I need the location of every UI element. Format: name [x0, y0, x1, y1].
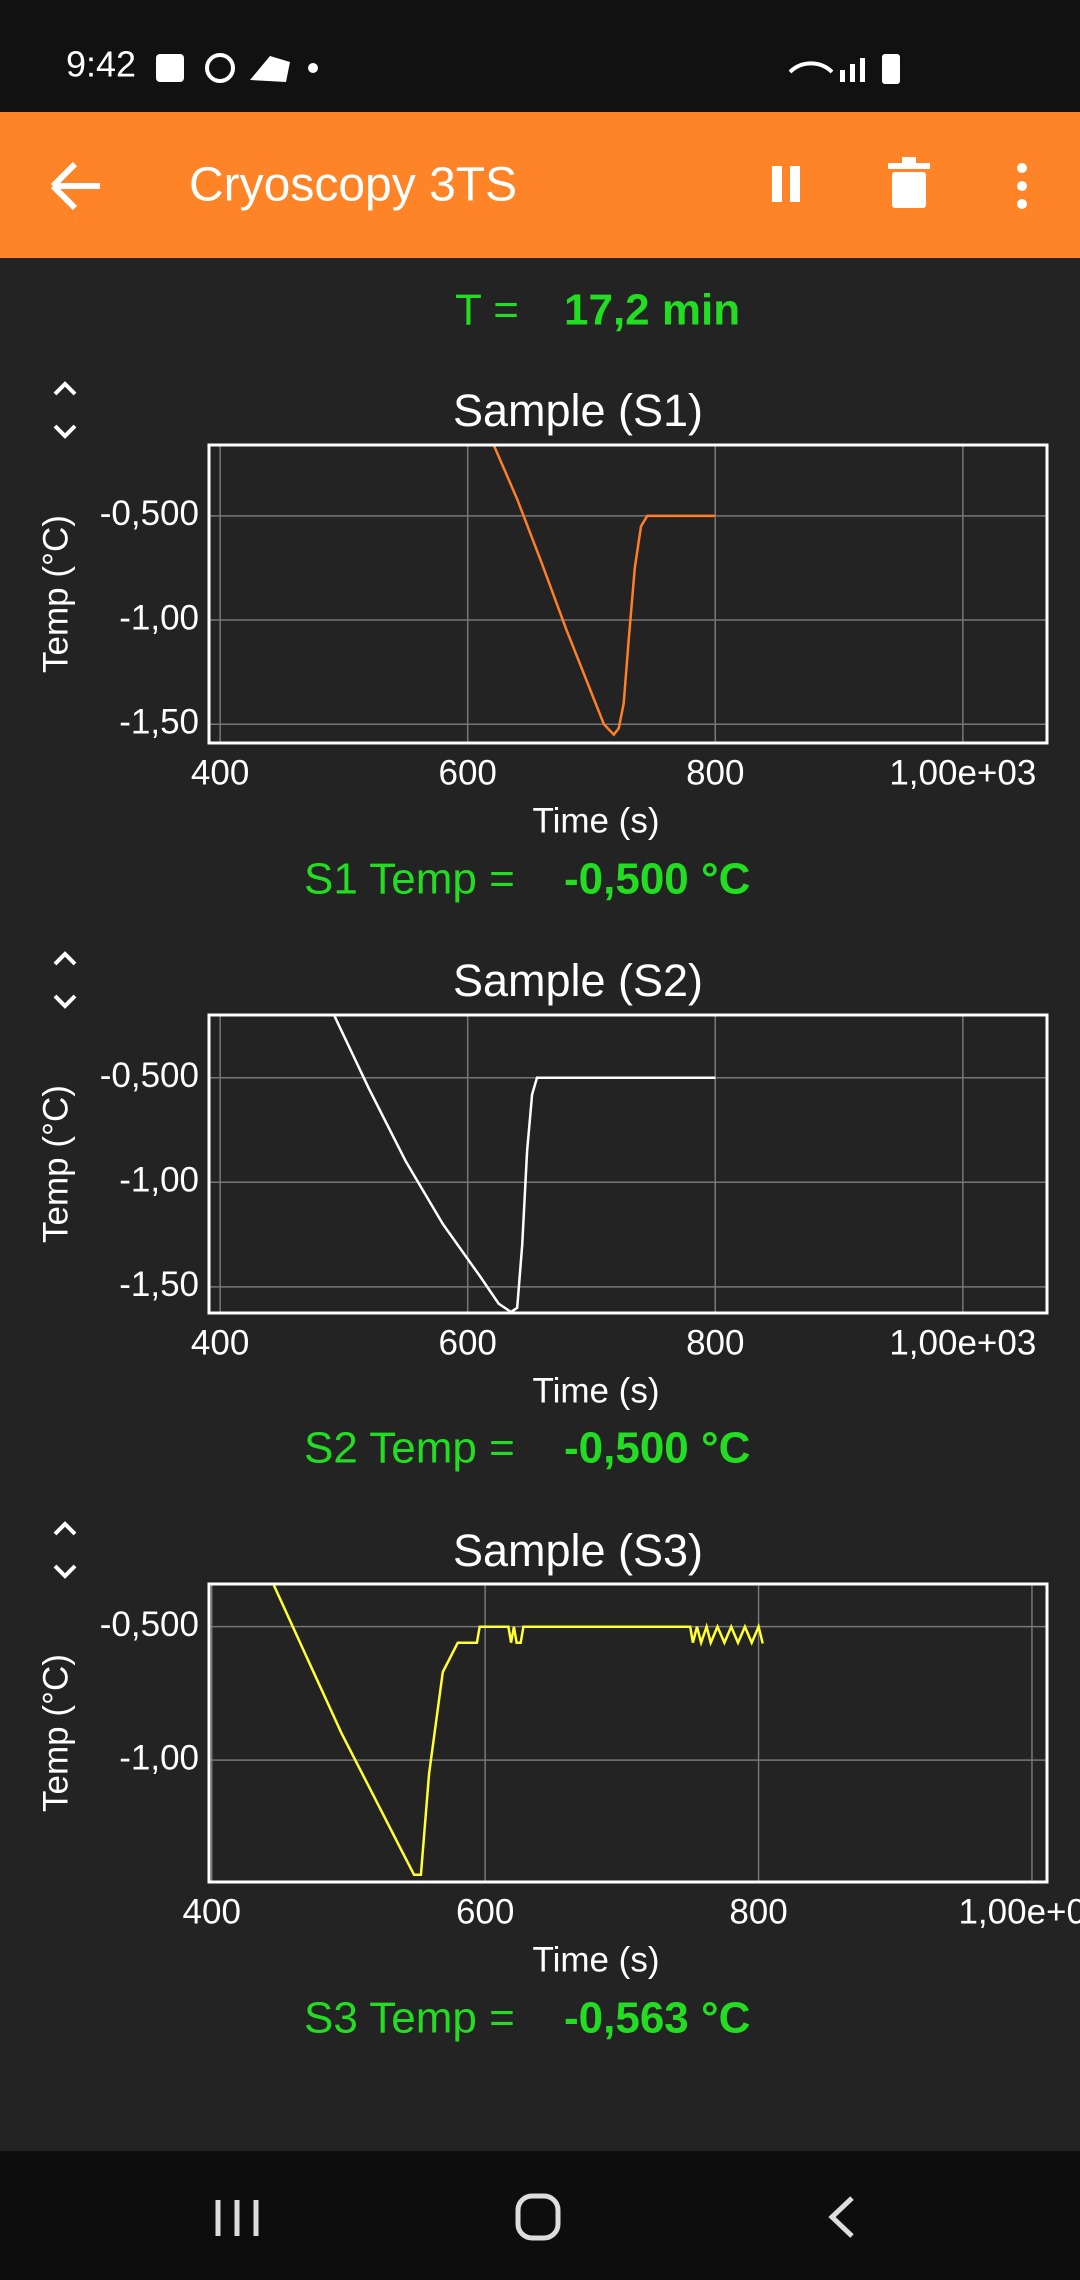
- y-tick-label: -0,500: [100, 494, 199, 533]
- collapse-toggle[interactable]: [53, 1521, 77, 1579]
- timer-label: T =: [455, 286, 519, 335]
- readout-label: S1 Temp =: [304, 855, 515, 904]
- app-title: Cryoscopy 3TS: [189, 159, 517, 212]
- chart-title: Sample (S2): [453, 955, 703, 1006]
- readout-value: -0,563 °C: [564, 1994, 750, 2043]
- x-tick-label: 600: [438, 1323, 496, 1362]
- readout-value: -0,500 °C: [564, 1424, 750, 1473]
- x-axis-label: Time (s): [532, 801, 659, 840]
- x-tick-label: 1,00e+03: [958, 1892, 1080, 1931]
- plot-border: [207, 443, 1049, 745]
- x-tick-label: 400: [191, 753, 249, 792]
- collapse-toggle[interactable]: [53, 381, 77, 439]
- collapse-toggle[interactable]: [53, 951, 77, 1009]
- timer-value: 17,2 min: [564, 286, 740, 335]
- x-axis-label: Time (s): [532, 1371, 659, 1410]
- x-tick-label: 800: [686, 753, 744, 792]
- nav-back-button[interactable]: [828, 2196, 854, 2238]
- readout-label: S3 Temp =: [304, 1994, 515, 2043]
- chart-title: Sample (S3): [453, 1525, 703, 1576]
- plot-border: [207, 1013, 1049, 1315]
- data-line: [492, 445, 716, 737]
- x-tick-label: 800: [686, 1323, 744, 1362]
- chart-title: Sample (S1): [453, 385, 703, 436]
- status-time: 9:42: [66, 44, 136, 85]
- nav-bar: [0, 2151, 1080, 2280]
- y-tick-label: -0,500: [100, 1605, 199, 1644]
- x-tick-label: 400: [191, 1323, 249, 1362]
- delete-button[interactable]: [888, 157, 930, 208]
- y-tick-label: -1,00: [119, 1161, 199, 1200]
- data-line: [272, 1584, 764, 1877]
- chart: Sample (S3) 400 600 800 1,00e+03 -0,500 -1,00 T…: [36, 1521, 1080, 2043]
- y-tick-label: -1,00: [119, 598, 199, 637]
- x-tick-label: 400: [183, 1892, 241, 1931]
- y-axis-label: Temp (°C): [36, 1085, 75, 1243]
- chart: Sample (S1) 400 600 800 1,00e+03 -0,500 -1,00 -…: [36, 381, 1049, 904]
- status-icons: [156, 53, 900, 84]
- chart: Sample (S2) 400 600 800 1,00e+03 -0,500 -1,00 -…: [36, 951, 1049, 1473]
- y-tick-label: -1,50: [119, 702, 199, 741]
- home-button[interactable]: [515, 2193, 561, 2241]
- y-axis-label: Temp (°C): [36, 1654, 75, 1812]
- x-tick-label: 600: [438, 753, 496, 792]
- x-tick-label: 600: [456, 1892, 514, 1931]
- readout-label: S2 Temp =: [304, 1424, 515, 1473]
- readout-value: -0,500 °C: [564, 855, 750, 904]
- y-axis-label: Temp (°C): [36, 515, 75, 673]
- x-tick-label: 1,00e+03: [889, 753, 1036, 792]
- y-tick-label: -0,500: [100, 1056, 199, 1095]
- x-axis-label: Time (s): [532, 1940, 659, 1979]
- x-tick-label: 800: [729, 1892, 787, 1931]
- x-tick-label: 1,00e+03: [889, 1323, 1036, 1362]
- pause-button[interactable]: [772, 166, 800, 202]
- y-tick-label: -1,00: [119, 1738, 199, 1777]
- more-button[interactable]: [1017, 163, 1027, 209]
- back-button[interactable]: [50, 161, 100, 211]
- y-tick-label: -1,50: [119, 1265, 199, 1304]
- recents-button[interactable]: [215, 2200, 259, 2236]
- plot-border: [207, 1582, 1049, 1884]
